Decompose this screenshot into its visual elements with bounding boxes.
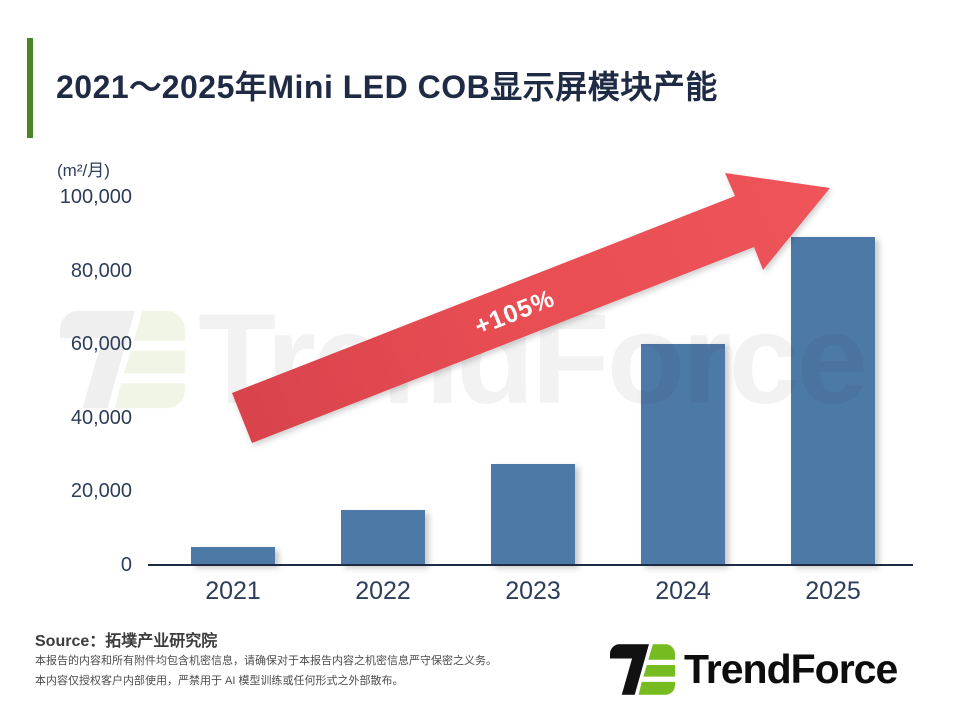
source-line: Source：拓墣产业研究院 <box>35 627 217 651</box>
bar-2023 <box>491 464 575 565</box>
x-tick-2021: 2021 <box>205 577 261 605</box>
bar-2021 <box>191 547 275 565</box>
disclaimer-line-1: 本报告的内容和所有附件均包含机密信息，请确保对于本报告内容之机密信息严守保密之义… <box>35 655 497 667</box>
x-tick-2024: 2024 <box>655 577 711 605</box>
source-label: Source <box>35 633 90 650</box>
x-tick-2025: 2025 <box>805 577 861 605</box>
growth-annotation: +105% <box>470 284 559 341</box>
trendforce-logo-icon <box>610 644 675 695</box>
y-tick-20,000: 20,000 <box>70 480 132 503</box>
title-accent-bar <box>27 38 33 138</box>
bar-2025 <box>791 237 875 565</box>
y-tick-100,000: 100,000 <box>59 186 132 208</box>
y-tick-60,000: 60,000 <box>70 333 132 356</box>
x-tick-2022: 2022 <box>355 577 411 605</box>
trendforce-logo: TrendForce <box>610 644 898 695</box>
disclaimer: 本报告的内容和所有附件均包含机密信息，请确保对于本报告内容之机密信息严守保密之义… <box>35 651 497 691</box>
trendforce-logo-text: TrendForce <box>684 646 898 692</box>
x-tick-2023: 2023 <box>505 577 561 605</box>
source-value: ：拓墣产业研究院 <box>89 633 218 650</box>
y-tick-40,000: 40,000 <box>70 406 132 429</box>
y-axis-unit-label: (m²/月) <box>57 161 110 180</box>
y-tick-0: 0 <box>120 554 132 576</box>
y-tick-80,000: 80,000 <box>70 259 132 282</box>
disclaimer-line-2: 本内容仅授权客户内部使用，严禁用于 AI 模型训练或任何形式之外部散布。 <box>35 675 404 687</box>
x-axis-line <box>148 564 913 566</box>
bar-2024 <box>641 344 725 565</box>
trendforce-watermark-logo-icon <box>60 310 185 409</box>
bar-2022 <box>341 510 425 565</box>
page-title: 2021～2025年Mini LED COB显示屏模块产能 <box>56 69 718 105</box>
